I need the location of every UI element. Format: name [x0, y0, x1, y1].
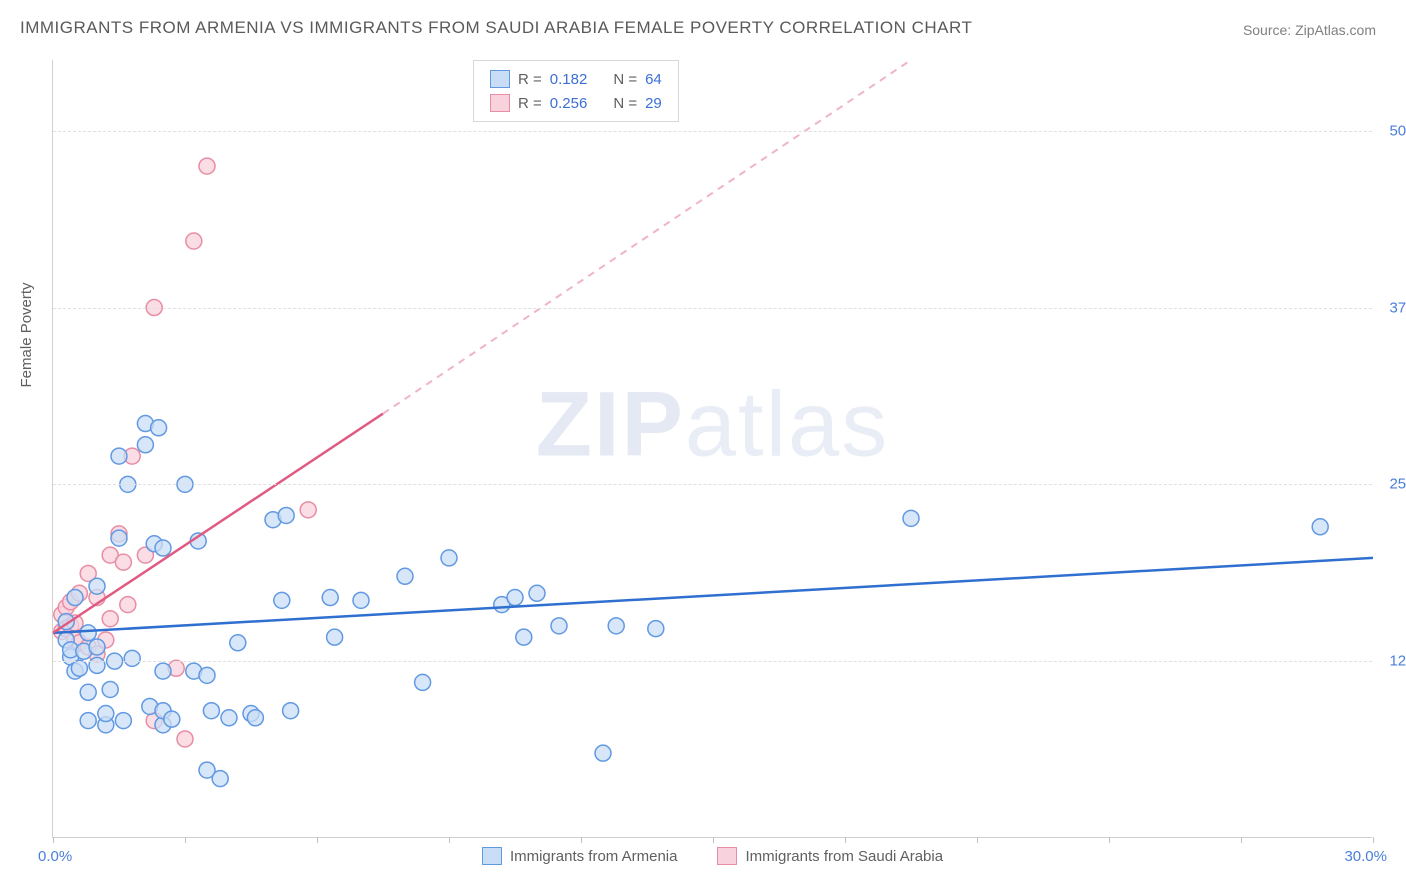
data-point [120, 597, 136, 613]
data-point [111, 530, 127, 546]
legend-n-label: N = [613, 71, 637, 88]
legend-n-val-armenia: 64 [645, 71, 662, 88]
x-tick [317, 837, 318, 843]
data-point [353, 592, 369, 608]
y-tick-label: 12.5% [1377, 653, 1406, 670]
source-attribution: Source: ZipAtlas.com [1243, 22, 1376, 38]
chart-svg [53, 60, 1372, 837]
swatch-armenia [482, 847, 502, 865]
data-point [89, 578, 105, 594]
data-point [155, 663, 171, 679]
data-point [155, 540, 171, 556]
data-point [441, 550, 457, 566]
swatch-saudi [490, 94, 510, 112]
legend-r-val-saudi: 0.256 [550, 95, 588, 112]
x-tick [53, 837, 54, 843]
data-point [102, 611, 118, 627]
data-point [212, 771, 228, 787]
legend-r-val-armenia: 0.182 [550, 71, 588, 88]
data-point [177, 731, 193, 747]
data-point [247, 710, 263, 726]
data-point [203, 703, 219, 719]
legend-r-label: R = [518, 71, 542, 88]
data-point [608, 618, 624, 634]
legend-n-label: N = [613, 95, 637, 112]
data-point [124, 650, 140, 666]
data-point [80, 713, 96, 729]
chart-title: IMMIGRANTS FROM ARMENIA VS IMMIGRANTS FR… [20, 18, 972, 38]
data-point [186, 233, 202, 249]
data-point [221, 710, 237, 726]
x-tick [1241, 837, 1242, 843]
data-point [115, 554, 131, 570]
correlation-legend: R = 0.182 N = 64 R = 0.256 N = 29 [473, 60, 679, 122]
gridline-h [53, 661, 1372, 662]
data-point [397, 568, 413, 584]
data-point [903, 510, 919, 526]
plot-area: ZIPatlas R = 0.182 N = 64 R = 0.256 N = … [52, 60, 1372, 838]
y-axis-title: Female Poverty [18, 282, 35, 387]
data-point [274, 592, 290, 608]
x-tick [185, 837, 186, 843]
swatch-saudi [717, 847, 737, 865]
data-point [1312, 519, 1328, 535]
data-point [415, 674, 431, 690]
data-point [199, 158, 215, 174]
x-tick [713, 837, 714, 843]
x-tick [581, 837, 582, 843]
series-label-saudi: Immigrants from Saudi Arabia [745, 848, 943, 865]
x-tick [1109, 837, 1110, 843]
data-point [507, 590, 523, 606]
series-legend-saudi: Immigrants from Saudi Arabia [717, 847, 943, 865]
data-point [89, 657, 105, 673]
series-legend: Immigrants from Armenia Immigrants from … [53, 847, 1372, 865]
y-tick-label: 37.5% [1377, 299, 1406, 316]
data-point [199, 667, 215, 683]
data-point [551, 618, 567, 634]
data-point [151, 420, 167, 436]
gridline-h [53, 484, 1372, 485]
legend-n-val-saudi: 29 [645, 95, 662, 112]
swatch-armenia [490, 70, 510, 88]
data-point [80, 625, 96, 641]
series-label-armenia: Immigrants from Armenia [510, 848, 678, 865]
data-point [648, 621, 664, 637]
data-point [278, 507, 294, 523]
x-tick [449, 837, 450, 843]
data-point [529, 585, 545, 601]
y-tick-label: 25.0% [1377, 476, 1406, 493]
legend-row-saudi: R = 0.256 N = 29 [490, 91, 662, 115]
data-point [137, 437, 153, 453]
data-point [164, 711, 180, 727]
x-tick [977, 837, 978, 843]
x-tick [1373, 837, 1374, 843]
data-point [516, 629, 532, 645]
data-point [283, 703, 299, 719]
data-point [111, 448, 127, 464]
x-tick [845, 837, 846, 843]
legend-r-label: R = [518, 95, 542, 112]
data-point [80, 684, 96, 700]
data-point [300, 502, 316, 518]
y-tick-label: 50.0% [1377, 122, 1406, 139]
data-point [67, 590, 83, 606]
data-point [322, 590, 338, 606]
data-point [327, 629, 343, 645]
gridline-h [53, 131, 1372, 132]
legend-row-armenia: R = 0.182 N = 64 [490, 67, 662, 91]
data-point [115, 713, 131, 729]
data-point [595, 745, 611, 761]
data-point [230, 635, 246, 651]
data-point [98, 706, 114, 722]
data-point [71, 660, 87, 676]
gridline-h [53, 308, 1372, 309]
data-point [102, 681, 118, 697]
data-point [89, 639, 105, 655]
series-legend-armenia: Immigrants from Armenia [482, 847, 678, 865]
